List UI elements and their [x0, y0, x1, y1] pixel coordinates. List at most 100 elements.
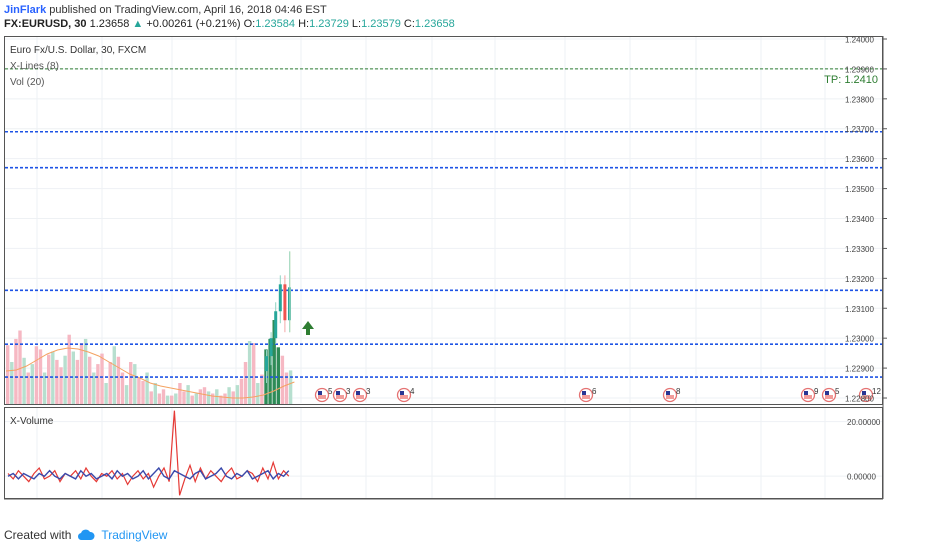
volume-bar: [239, 378, 244, 404]
price-tick-label: 1.23500: [845, 185, 874, 194]
event-flag-icon[interactable]: 4: [396, 387, 416, 403]
chart-svg[interactable]: 5 3 3 4 6 8 9 5 12 Euro Fx/U.S. Dollar, 30, FXCM…: [4, 35, 887, 515]
price-tick-label: 1.23000: [845, 335, 874, 344]
volume-bar: [79, 343, 84, 404]
volume-bar: [67, 334, 71, 404]
publish-info: JinFlark published on TradingView.com, A…: [4, 4, 327, 16]
event-flag-icon[interactable]: 6: [578, 387, 598, 403]
volume-bar: [165, 395, 170, 404]
event-flag-icon[interactable]: 8: [662, 387, 682, 403]
event-count: 5: [835, 387, 840, 396]
xvolume-pane[interactable]: [4, 407, 883, 499]
xvolume-tick-label: 20.00000: [847, 418, 881, 427]
volume-bar: [280, 355, 285, 404]
low-value: 1.23579: [361, 18, 401, 30]
price-tick-label: 1.23100: [845, 305, 874, 314]
high-label: H:: [298, 18, 310, 30]
volume-bar: [22, 357, 26, 404]
volume-bar: [92, 372, 96, 404]
symbol-name[interactable]: FX:EURUSD, 30: [4, 18, 87, 30]
price-tick-label: 1.23400: [845, 215, 874, 224]
volume-bar: [63, 355, 67, 404]
legend-vol: Vol (20): [10, 77, 44, 88]
author-link[interactable]: JinFlark: [4, 4, 47, 16]
candle-body: [278, 284, 282, 312]
volume-bar: [6, 345, 10, 404]
candles: [265, 251, 291, 384]
chart-container[interactable]: 5 3 3 4 6 8 9 5 12 Euro Fx/U.S. Dollar, 30, FXCM…: [4, 35, 887, 515]
volume-bar: [116, 356, 121, 404]
volume-bar: [34, 346, 39, 404]
volume-bar: [96, 364, 100, 404]
tradingview-logo-icon: [78, 529, 95, 541]
event-count: 12: [872, 387, 881, 396]
xvolume-axis[interactable]: 20.00000 0.00000: [847, 418, 881, 482]
candle-body: [283, 284, 287, 321]
event-count: 6: [592, 387, 597, 396]
event-flag-icon[interactable]: 9: [800, 387, 820, 403]
price-tick-label: 1.23800: [845, 95, 874, 104]
volume-bar: [100, 353, 104, 404]
footer: Created with TradingView: [4, 528, 167, 542]
main-pane[interactable]: [4, 36, 883, 405]
event-flag-icon[interactable]: 3: [352, 387, 372, 403]
legend-xlines: X-Lines (8): [10, 61, 59, 72]
volume-bar: [170, 395, 174, 404]
horizontal-levels[interactable]: [5, 68, 882, 378]
volume-bar: [88, 356, 92, 404]
price-tick-label: 1.22900: [845, 365, 874, 374]
symbol-quote-line: FX:EURUSD, 30 1.23658 ▲ +0.00261 (+0.21%…: [4, 18, 455, 30]
volume-bar: [186, 385, 190, 404]
tradingview-link[interactable]: TradingView: [101, 528, 168, 542]
event-count: 9: [814, 387, 819, 396]
volume-bar: [161, 389, 166, 404]
volume-bar: [202, 387, 207, 404]
volume-bar: [256, 383, 260, 404]
flag-canton: [400, 391, 404, 395]
flag-canton: [825, 391, 829, 395]
volume-bar: [26, 372, 30, 404]
event-flag-icon[interactable]: 5: [821, 387, 841, 403]
legend-symbol: Euro Fx/U.S. Dollar, 30, FXCM: [10, 45, 146, 56]
price-tick-label: 1.23700: [845, 125, 874, 134]
volume-bar: [260, 374, 264, 404]
volume-bar: [252, 343, 256, 404]
grid-lines: [5, 37, 882, 498]
volume-bar: [272, 320, 276, 404]
xvolume-blue-line: [7, 466, 290, 481]
open-label: O:: [243, 18, 256, 30]
volume-bar: [104, 383, 108, 404]
change-value: +0.00261 (+0.21%): [146, 18, 241, 30]
volume-bar: [174, 393, 178, 404]
xvolume-lines: [7, 410, 290, 496]
volume-bar: [30, 364, 34, 404]
candle-body: [269, 338, 273, 357]
price-axis[interactable]: 1.24000 1.23900 1.23800 1.23700 1.23600 1.235…: [845, 35, 887, 499]
event-flag-icon[interactable]: 12: [858, 387, 882, 403]
event-flag-icon[interactable]: 3: [332, 387, 352, 403]
volume-bar: [153, 383, 157, 404]
close-value: 1.23658: [414, 18, 455, 30]
volume-bar: [276, 347, 280, 404]
volume-bar: [288, 370, 293, 404]
volume-bar: [108, 362, 112, 404]
flag-canton: [356, 391, 360, 395]
event-count: 8: [676, 387, 681, 396]
volume-bar: [47, 354, 51, 404]
volume-bar: [75, 359, 80, 404]
volume-bar: [112, 346, 116, 404]
price-tick-label: 1.23300: [845, 245, 874, 254]
price-tick-label: 1.24000: [845, 36, 874, 44]
change-arrow-icon: ▲: [132, 18, 144, 30]
time-axis[interactable]: 12:0018:001606:0012:0018:001706:0012:001…: [4, 498, 883, 515]
volume-bar: [247, 341, 252, 404]
created-with-text: Created with: [4, 528, 72, 542]
event-flag-icon[interactable]: 5: [314, 387, 334, 403]
candle-body: [274, 311, 278, 339]
open-value: 1.23584: [255, 18, 296, 30]
volume-bar: [124, 385, 129, 404]
volume-bar: [243, 362, 248, 404]
volume-bar: [18, 330, 22, 404]
economic-events[interactable]: 5 3 3 4 6 8 9 5 12: [314, 387, 882, 403]
volume-bar: [42, 372, 47, 404]
